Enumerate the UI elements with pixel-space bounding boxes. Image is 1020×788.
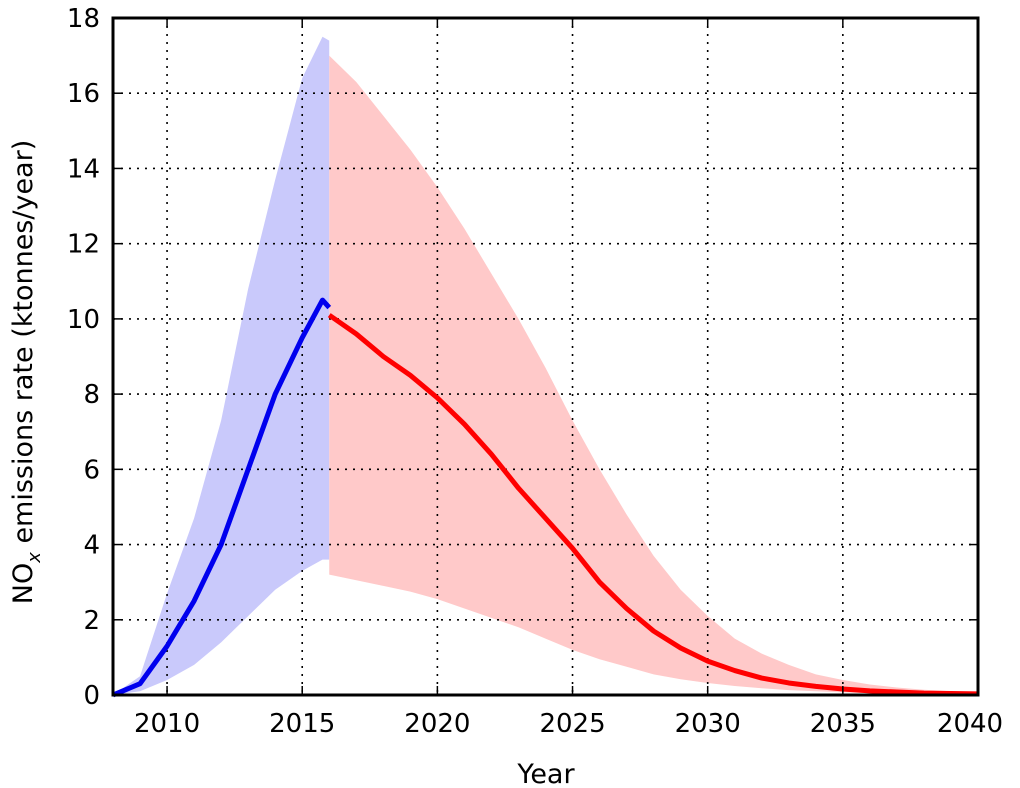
y-axis-label-main: NO [8, 563, 39, 604]
y-tick-label: 2 [83, 606, 100, 636]
series-lines [112, 297, 979, 698]
y-tick-label: 0 [83, 681, 100, 711]
grid-lines [113, 18, 978, 695]
x-tick-label: 2030 [675, 709, 741, 739]
x-tick-label: 2015 [269, 709, 335, 739]
y-axis-label-rest: emissions rate (ktonnes/year) [8, 140, 39, 552]
y-tick-label: 6 [83, 455, 100, 485]
y-tick-label: 8 [83, 380, 100, 410]
x-axis-ticks: 2010 2015 2020 2025 2030 2035 2040 [134, 18, 1003, 739]
y-tick-label: 14 [67, 154, 100, 184]
y-axis-label: NOx emissions rate (ktonnes/year) [8, 140, 45, 605]
projection-line [327, 313, 979, 697]
y-tick-label: 12 [67, 230, 100, 260]
y-axis-ticks: 0 2 4 6 8 10 12 14 16 18 [67, 4, 978, 711]
x-tick-label: 2020 [404, 709, 470, 739]
y-tick-label: 4 [83, 531, 100, 561]
plot-frame [111, 16, 980, 697]
y-tick-label: 10 [67, 305, 100, 335]
historical-uncertainty-band [113, 36, 330, 696]
y-tick-label: 18 [67, 4, 100, 34]
x-tick-label: 2010 [134, 709, 200, 739]
y-axis-label-subscript: x [24, 552, 45, 564]
x-tick-label: 2025 [539, 709, 605, 739]
x-axis-label: Year [516, 759, 575, 788]
projection-uncertainty-band [329, 55, 978, 695]
x-tick-label: 2040 [937, 709, 1003, 739]
y-tick-label: 16 [67, 79, 100, 109]
uncertainty-bands [113, 36, 978, 696]
x-tick-label: 2035 [810, 709, 876, 739]
historical-line [112, 297, 332, 698]
